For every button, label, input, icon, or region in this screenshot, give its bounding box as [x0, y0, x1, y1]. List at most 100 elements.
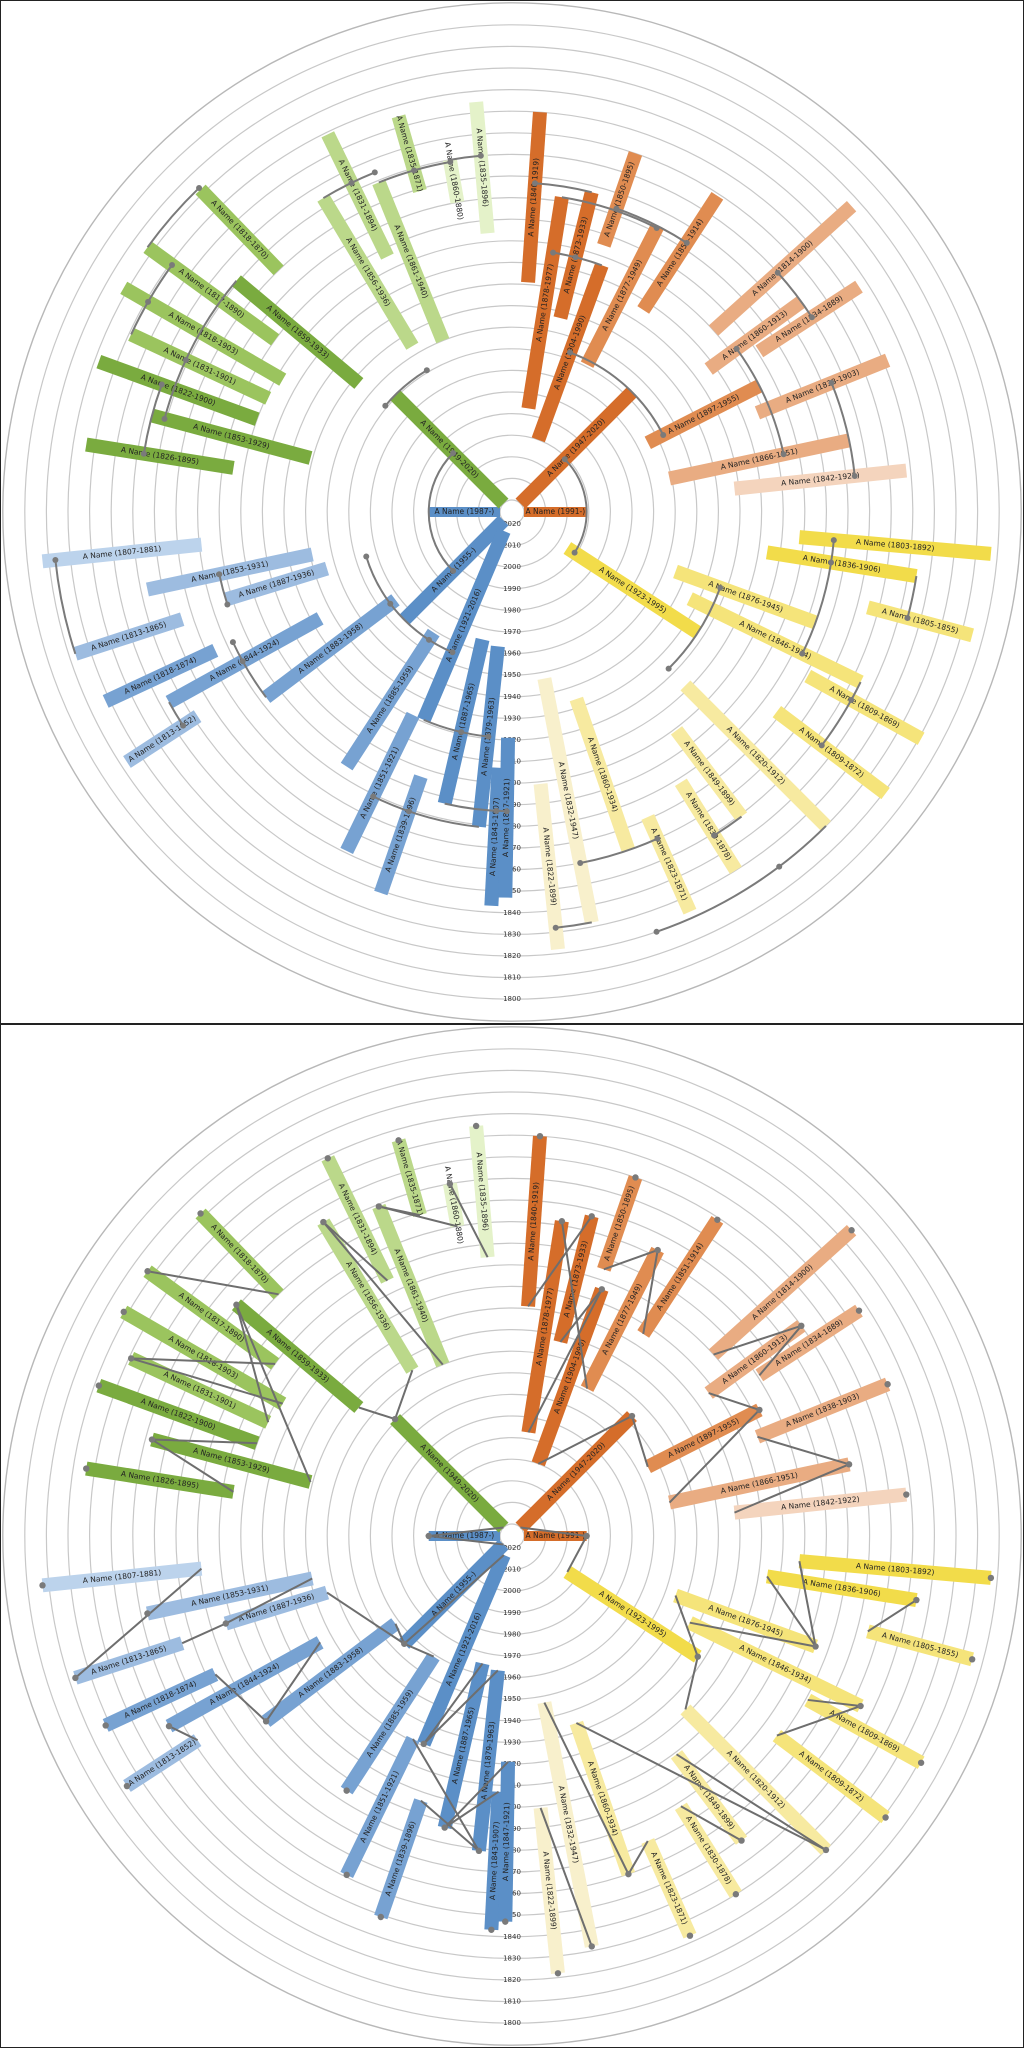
lifespan-bar[interactable]	[866, 1624, 974, 1667]
lifespan-bar[interactable]	[798, 1554, 992, 1585]
lifespan-bar[interactable]	[804, 669, 925, 745]
lifespan-bar[interactable]	[41, 1561, 203, 1593]
person-g14[interactable]: A Name (1860-1880)	[440, 141, 467, 221]
lifespan-bar[interactable]	[637, 191, 724, 314]
lifespan-bar[interactable]	[374, 1798, 428, 1920]
person-y13[interactable]: A Name (1823-1871)	[641, 1838, 697, 1939]
person-b13[interactable]: A Name (1813-1852)	[123, 1734, 202, 1792]
lifespan-bar[interactable]	[569, 1720, 636, 1877]
lifespan-bar[interactable]	[754, 1377, 891, 1444]
lifespan-bar[interactable]	[673, 1588, 818, 1654]
lifespan-bar[interactable]	[515, 387, 637, 509]
person-b17[interactable]: A Name (1807-1881)	[41, 1561, 203, 1593]
person-root_left[interactable]: A Name (1987-)	[428, 1531, 500, 1541]
lifespan-bar[interactable]	[580, 1246, 664, 1392]
lifespan-bar[interactable]	[143, 1265, 280, 1370]
person-g15[interactable]: A Name (1835-1896)	[469, 101, 495, 234]
person-b6[interactable]: A Name (1847-1921)	[498, 1761, 516, 1922]
lifespan-bar[interactable]	[428, 1531, 500, 1541]
lifespan-bar[interactable]	[120, 1305, 287, 1410]
lifespan-bar[interactable]	[521, 1135, 547, 1307]
lifespan-bar[interactable]	[372, 1203, 450, 1368]
person-root_right[interactable]: A Name (1991-)	[524, 1531, 587, 1541]
lifespan-bar[interactable]	[321, 131, 394, 260]
lifespan-bar[interactable]	[443, 158, 465, 204]
lifespan-bar[interactable]	[128, 1352, 272, 1429]
lifespan-bar[interactable]	[165, 1636, 324, 1733]
person-g9[interactable]: A Name (1818-1870)	[195, 1208, 284, 1300]
person-g1[interactable]: A Name (1949-2020)	[390, 1414, 509, 1533]
person-y1[interactable]: A Name (1923-1995)	[563, 1566, 702, 1663]
lifespan-bar[interactable]	[145, 1571, 314, 1621]
person-g13[interactable]: A Name (1835-1871)	[391, 1138, 427, 1218]
lifespan-bar[interactable]	[765, 545, 918, 583]
lifespan-bar[interactable]	[73, 1636, 185, 1685]
person-g2[interactable]: A Name (1859-1933)	[231, 1299, 364, 1413]
lifespan-bar[interactable]	[340, 711, 420, 854]
person-g12[interactable]: A Name (1861-1940)	[372, 1203, 450, 1368]
lifespan-bar[interactable]	[85, 437, 235, 475]
lifespan-bar[interactable]	[340, 1652, 440, 1795]
lifespan-bar[interactable]	[563, 1566, 702, 1663]
lifespan-bar[interactable]	[772, 1730, 890, 1824]
lifespan-bar[interactable]	[765, 1569, 918, 1607]
lifespan-bar[interactable]	[428, 507, 500, 517]
lifespan-bar[interactable]	[102, 1668, 219, 1732]
lifespan-bar[interactable]	[150, 408, 313, 465]
lifespan-bar[interactable]	[417, 1552, 511, 1747]
lifespan-bar[interactable]	[195, 1208, 284, 1300]
lifespan-bar[interactable]	[553, 1214, 599, 1344]
person-y1[interactable]: A Name (1923-1995)	[563, 542, 702, 639]
lifespan-bar[interactable]	[641, 1838, 697, 1939]
person-root_right[interactable]: A Name (1991-)	[524, 507, 587, 517]
person-y5[interactable]: A Name (1805-1855)	[866, 600, 974, 643]
lifespan-bar[interactable]	[102, 644, 219, 708]
lifespan-bar[interactable]	[317, 194, 419, 350]
lifespan-bar[interactable]	[704, 1320, 806, 1399]
lifespan-bar[interactable]	[223, 1585, 330, 1631]
lifespan-bar[interactable]	[96, 355, 260, 426]
lifespan-bar[interactable]	[798, 530, 992, 561]
lifespan-bar[interactable]	[686, 1616, 864, 1713]
person-o6[interactable]: A Name (1897-1955)	[644, 379, 763, 450]
lifespan-bar[interactable]	[670, 1750, 748, 1845]
person-o5[interactable]: A Name (1840-1919)	[521, 111, 547, 283]
lifespan-bar[interactable]	[524, 1531, 587, 1541]
person-o6[interactable]: A Name (1897-1955)	[644, 1403, 763, 1474]
lifespan-bar[interactable]	[521, 1220, 569, 1434]
lifespan-bar[interactable]	[261, 594, 400, 703]
lifespan-bar[interactable]	[145, 547, 314, 597]
lifespan-bar[interactable]	[340, 1735, 420, 1878]
lifespan-bar[interactable]	[521, 196, 569, 410]
lifespan-bar[interactable]	[317, 1218, 419, 1374]
lifespan-bar[interactable]	[437, 637, 490, 806]
person-o5[interactable]: A Name (1840-1919)	[521, 1135, 547, 1307]
lifespan-bar[interactable]	[41, 537, 203, 569]
person-b16[interactable]: A Name (1813-1865)	[73, 1636, 185, 1685]
person-b13[interactable]: A Name (1813-1852)	[123, 710, 202, 768]
person-y15[interactable]: A Name (1822-1899)	[533, 1807, 565, 1975]
lifespan-bar[interactable]	[866, 600, 974, 643]
lifespan-bar[interactable]	[569, 696, 636, 853]
lifespan-bar[interactable]	[120, 281, 287, 386]
lifespan-bar[interactable]	[680, 680, 831, 831]
lifespan-bar[interactable]	[231, 275, 364, 389]
lifespan-bar[interactable]	[580, 222, 664, 368]
lifespan-bar[interactable]	[754, 353, 891, 420]
lifespan-bar[interactable]	[469, 101, 495, 234]
lifespan-bar[interactable]	[261, 1618, 400, 1727]
person-y5[interactable]: A Name (1805-1855)	[866, 1624, 974, 1667]
lifespan-bar[interactable]	[644, 379, 763, 450]
lifespan-bar[interactable]	[399, 1539, 509, 1649]
person-y7[interactable]: A Name (1809-1869)	[804, 669, 925, 745]
lifespan-bar[interactable]	[708, 201, 857, 336]
lifespan-bar[interactable]	[123, 1734, 202, 1792]
person-y2[interactable]: A Name (1803-1892)	[798, 1554, 992, 1585]
lifespan-bar[interactable]	[597, 151, 643, 248]
lifespan-bar[interactable]	[498, 1761, 516, 1922]
lifespan-bar[interactable]	[668, 433, 851, 486]
lifespan-bar[interactable]	[128, 328, 272, 405]
lifespan-bar[interactable]	[85, 1461, 235, 1499]
person-b17[interactable]: A Name (1807-1881)	[41, 537, 203, 569]
person-b16[interactable]: A Name (1813-1865)	[73, 612, 185, 661]
